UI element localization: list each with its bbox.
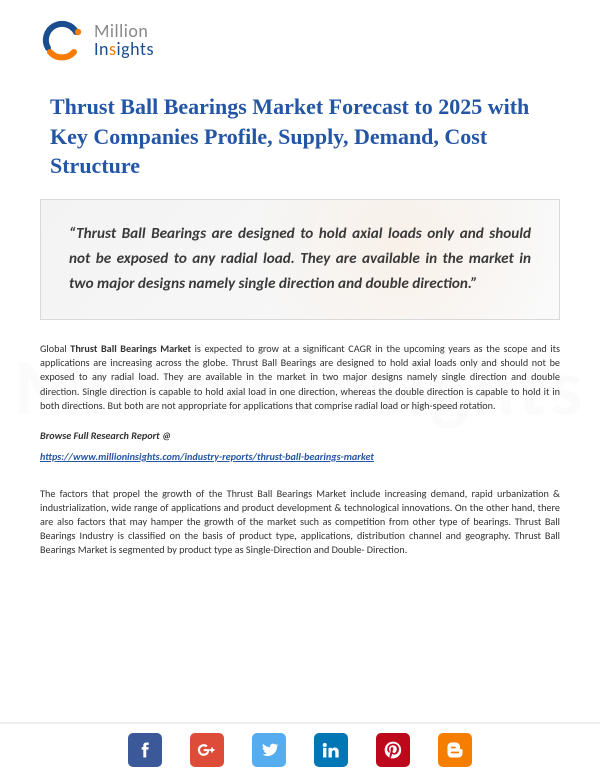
logo-text: Million Insights xyxy=(94,22,154,58)
footer-social xyxy=(0,722,600,776)
page-title: Thrust Ball Bearings Market Forecast to … xyxy=(50,92,550,181)
logo-icon xyxy=(40,18,84,62)
facebook-icon[interactable] xyxy=(128,733,162,767)
header: Million Insights xyxy=(0,0,600,72)
linkedin-icon[interactable] xyxy=(314,733,348,767)
quote-text: “Thrust Ball Bearings are designed to ho… xyxy=(69,222,531,297)
quote-box: “Thrust Ball Bearings are designed to ho… xyxy=(40,199,560,320)
paragraph-1: Global Thrust Ball Bearings Market is ex… xyxy=(0,342,600,412)
blogger-icon[interactable] xyxy=(438,733,472,767)
google-plus-icon[interactable] xyxy=(190,733,224,767)
twitter-icon[interactable] xyxy=(252,733,286,767)
title-block: Thrust Ball Bearings Market Forecast to … xyxy=(0,72,600,199)
paragraph-2-text: The factors that propel the growth of th… xyxy=(40,487,560,557)
logo-text-bottom: Insights xyxy=(94,40,154,58)
report-link[interactable]: https://www.millioninsights.com/industry… xyxy=(40,450,374,463)
pinterest-icon[interactable] xyxy=(376,733,410,767)
browse-label: Browse Full Research Report @ xyxy=(0,429,600,442)
paragraph-2: The factors that propel the growth of th… xyxy=(0,487,600,557)
paragraph-1-text: Global Thrust Ball Bearings Market is ex… xyxy=(40,342,560,412)
report-link-wrap: https://www.millioninsights.com/industry… xyxy=(0,446,600,465)
